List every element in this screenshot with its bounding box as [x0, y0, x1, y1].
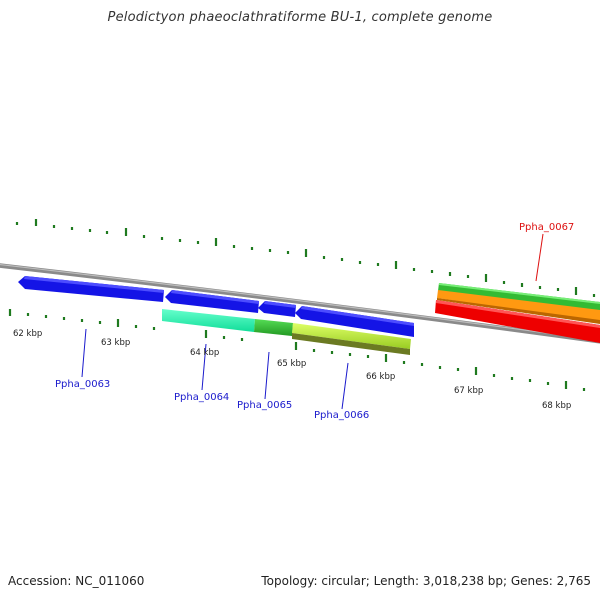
feature-cyan [162, 309, 255, 332]
gene-ppha-0065[interactable] [258, 301, 296, 317]
gene-ppha-0064[interactable] [165, 290, 259, 313]
gene-label-ppha-0064: Ppha_0064 [174, 392, 229, 403]
feature-olive [292, 333, 410, 355]
tick-label-67kbp: 67 kbp [454, 386, 483, 396]
accession-text: Accession: NC_011060 [8, 574, 145, 588]
leader-ppha-0066 [341, 362, 349, 410]
gene-label-ppha-0063: Ppha_0063 [55, 379, 110, 390]
lower-tick-row [8, 309, 586, 391]
scale-labels: 62 kbp 63 kbp 64 kbp 65 kbp 66 kbp 67 kb… [13, 329, 571, 411]
tick-label-62kbp: 62 kbp [13, 329, 42, 339]
leader-ppha-0067 [535, 233, 544, 282]
tick-label-66kbp: 66 kbp [366, 372, 395, 382]
feature-green [254, 319, 293, 336]
leader-ppha-0065 [264, 351, 270, 400]
gene-label-ppha-0067: Ppha_0067 [519, 222, 574, 233]
gene-feature-track [162, 309, 411, 355]
genome-summary-text: Topology: circular; Length: 3,018,238 bp… [261, 574, 591, 588]
tick-label-68kbp: 68 kbp [542, 401, 571, 411]
genome-backbone [0, 263, 600, 344]
leader-ppha-0064 [201, 343, 207, 391]
tick-label-63kbp: 63 kbp [101, 338, 130, 348]
map-title: Pelodictyon phaeoclathratiforme BU-1, co… [107, 10, 493, 25]
tick-label-64kbp: 64 kbp [190, 348, 219, 358]
gene-ppha-0067[interactable] [435, 283, 600, 343]
genome-backbone-highlight [0, 263, 600, 341]
upper-tick-row [15, 219, 596, 297]
gene-labels: Ppha_0063 Ppha_0064 Ppha_0065 Ppha_0066 … [55, 222, 574, 421]
gene-label-ppha-0065: Ppha_0065 [237, 400, 292, 411]
leader-ppha-0063 [81, 328, 87, 378]
feature-lime [292, 323, 411, 349]
gene-ppha-0066[interactable] [295, 306, 414, 337]
tick-label-65kbp: 65 kbp [277, 359, 306, 369]
label-leaders [81, 233, 544, 410]
gene-label-ppha-0066: Ppha_0066 [314, 410, 369, 421]
gene-ppha-0063[interactable] [18, 276, 164, 302]
